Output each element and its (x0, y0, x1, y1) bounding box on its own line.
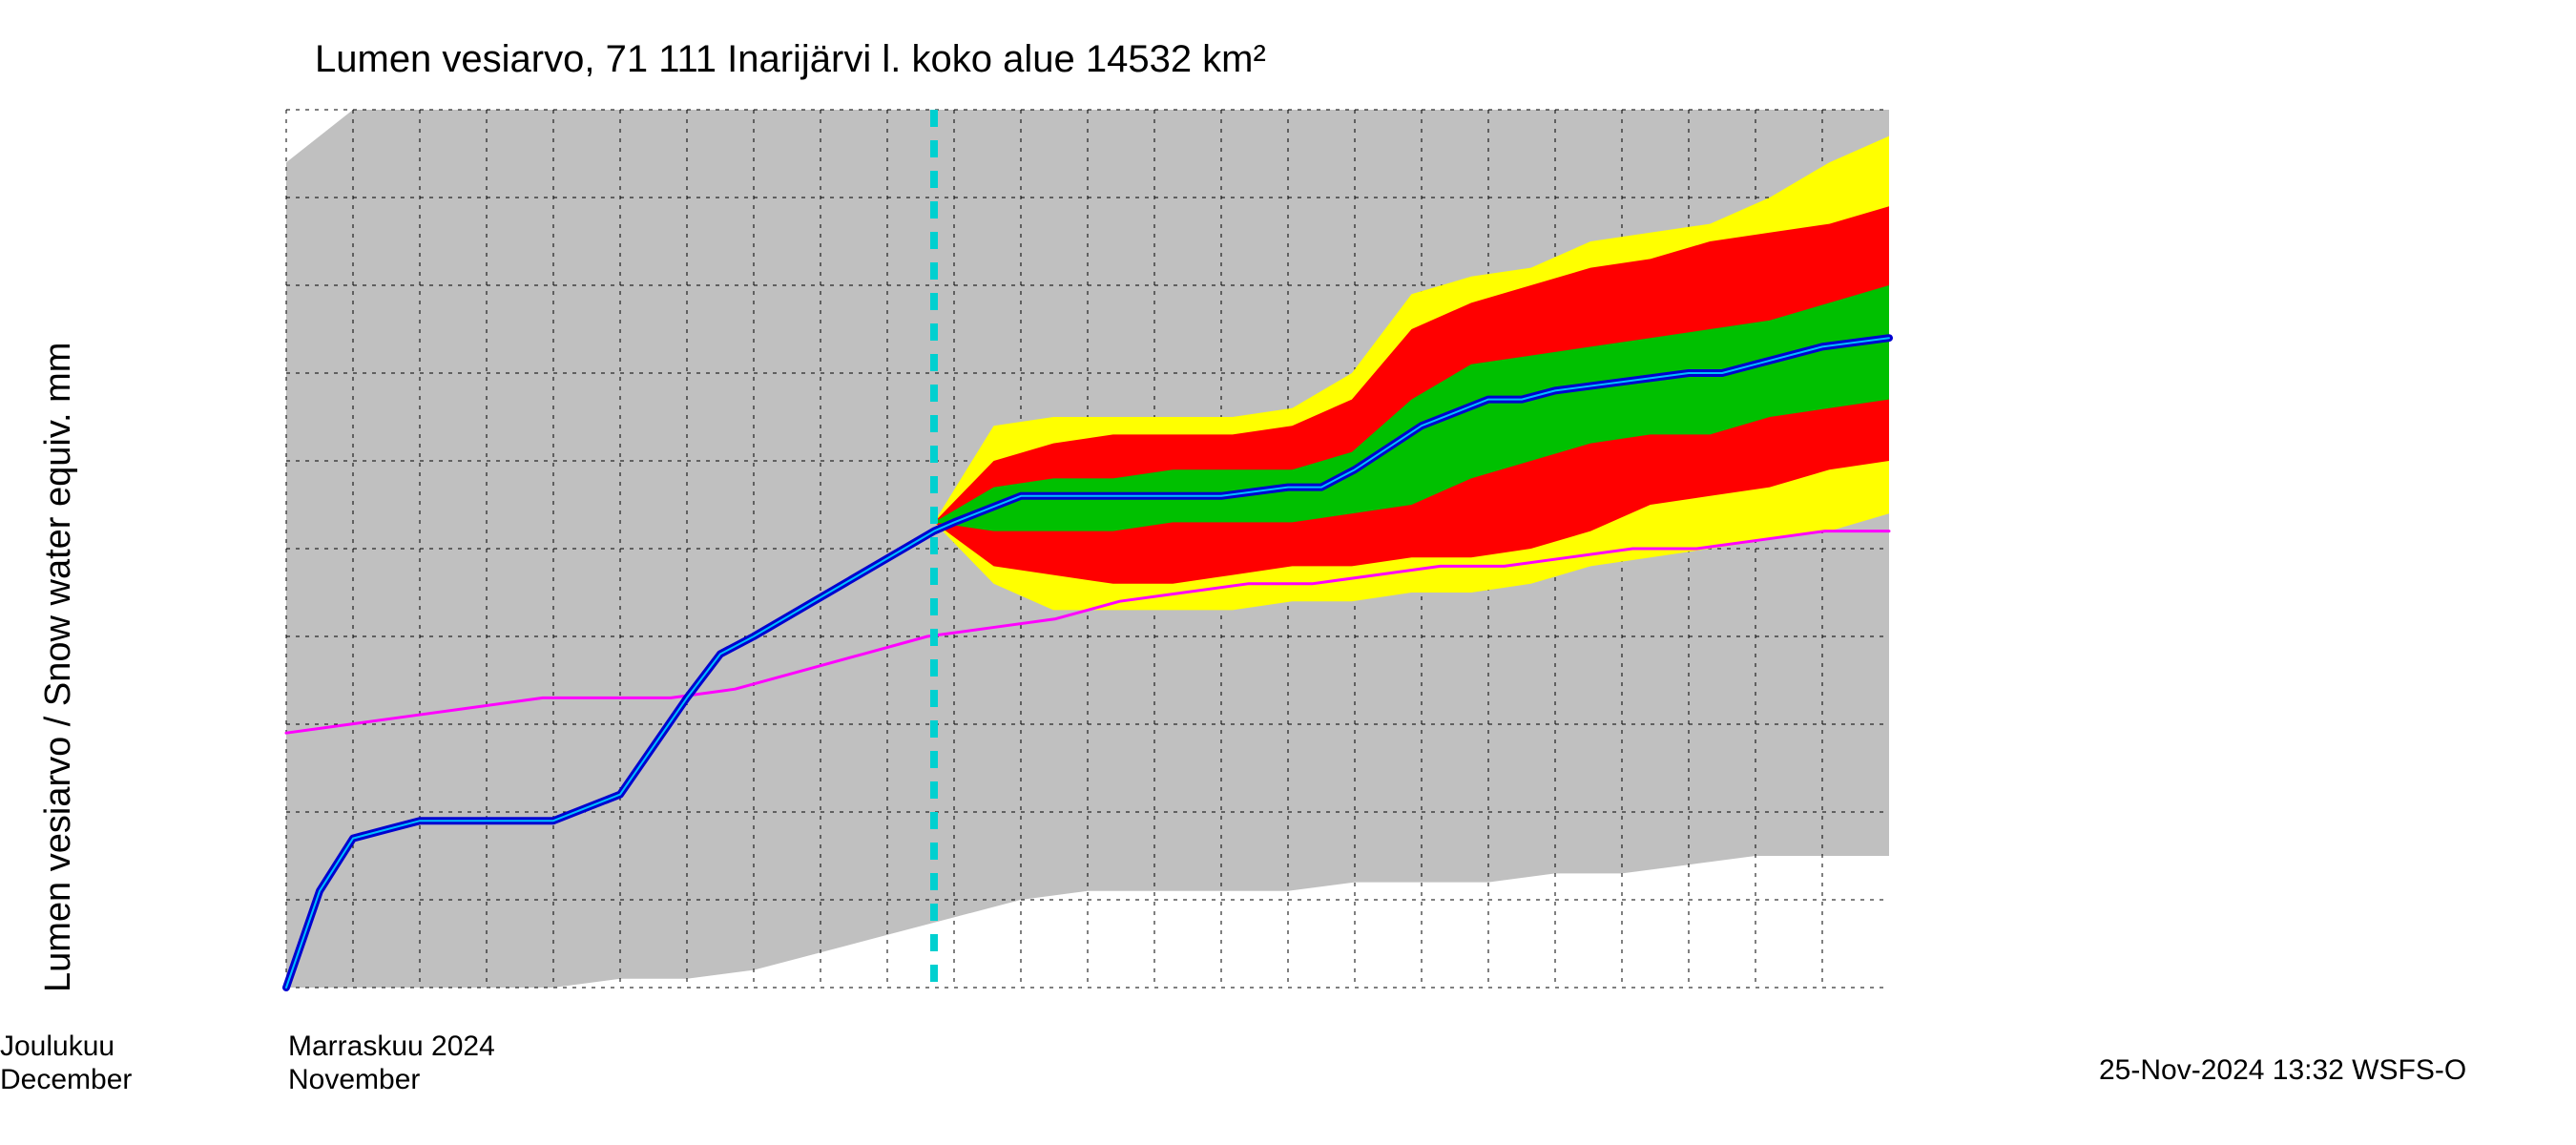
chart-container: Lumen vesiarvo, 71 111 Inarijärvi l. kok… (0, 0, 2576, 1145)
month1-label-bottom: November (288, 1064, 420, 1096)
chart-svg (0, 0, 2576, 1145)
month2-label-top: Joulukuu (0, 1030, 114, 1063)
y-axis-label: Lumen vesiarvo / Snow water equiv. mm (38, 343, 79, 992)
chart-title: Lumen vesiarvo, 71 111 Inarijärvi l. kok… (315, 38, 1266, 81)
month1-label-top: Marraskuu 2024 (288, 1030, 495, 1063)
month2-label-bottom: December (0, 1064, 132, 1096)
footer-text: 25-Nov-2024 13:32 WSFS-O (2099, 1054, 2466, 1087)
